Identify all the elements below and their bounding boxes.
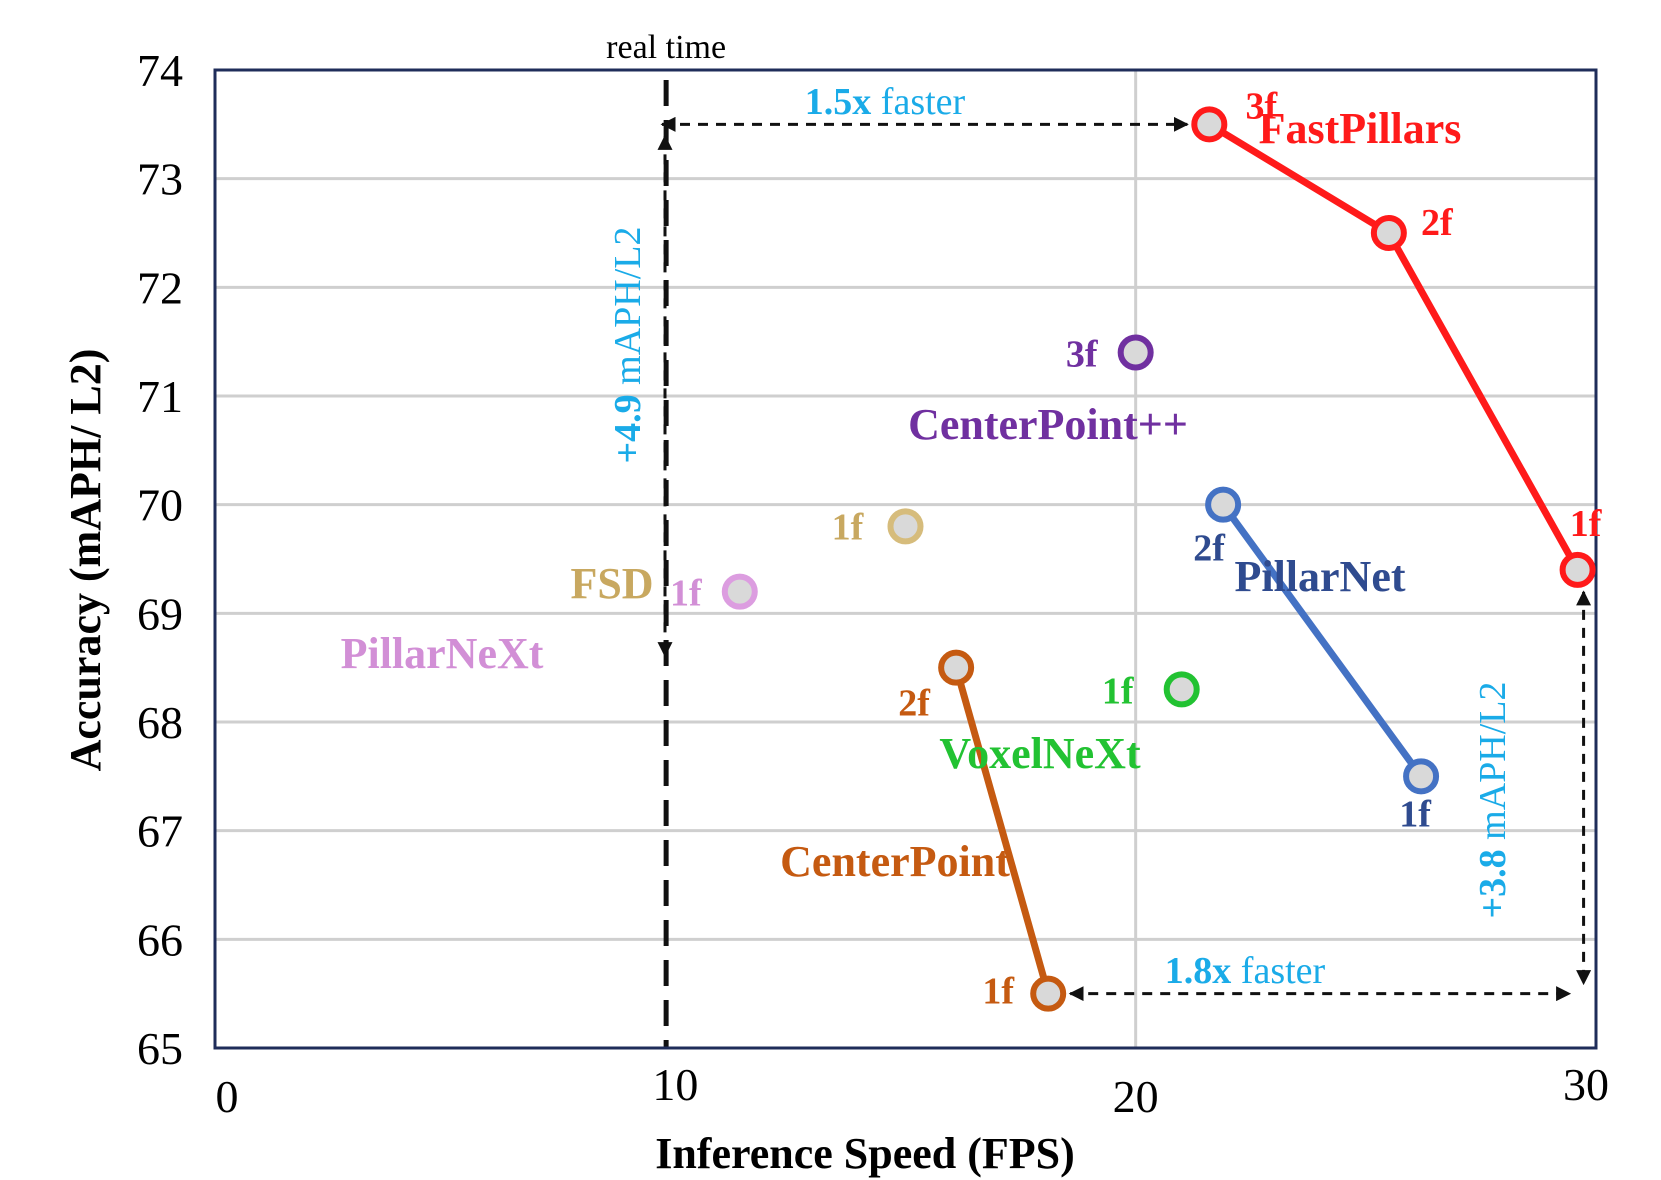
annotation-bottom-speed: 1.8x faster <box>1165 950 1326 992</box>
fastpillars-name-label: FastPillars <box>1259 104 1462 153</box>
y-tick-72: 72 <box>137 262 183 313</box>
centerpoint-name-label: CenterPoint <box>780 837 1010 886</box>
grid-layer <box>215 177 1596 941</box>
y-tick-74: 74 <box>137 45 183 96</box>
label-layer: 3f2f1fFastPillars2f1fPillarNet2f1fCenter… <box>341 81 1603 1013</box>
annotation-left-accuracy-rest: mAPH/L2 <box>607 226 649 394</box>
fastpillars-label-2f: 2f <box>1421 202 1454 244</box>
y-tick-66: 66 <box>137 914 183 965</box>
y-tick-labels: 65 66 67 68 69 70 71 72 73 74 <box>137 45 183 1074</box>
y-tick-70: 70 <box>137 480 183 531</box>
fastpillars-point-3f <box>1191 106 1228 143</box>
y-axis-title: Accuracy (mAPH/ L2) <box>61 349 110 772</box>
annotation-right-accuracy-bold: +3.8 <box>1472 849 1514 918</box>
fsd-point-1f <box>887 508 924 545</box>
annotation-bottom-speed-rest: faster <box>1231 950 1325 992</box>
series-layer <box>721 106 1596 1012</box>
pillarnet-label-1f: 1f <box>1399 793 1432 835</box>
pillarnext-label-1f: 1f <box>670 573 703 615</box>
x-tick-20: 20 <box>1113 1071 1159 1122</box>
centerpoint-label-1f: 1f <box>982 971 1015 1013</box>
fastpillars-point-1f <box>1559 551 1596 588</box>
annotation-right-accuracy: +3.8 mAPH/L2 <box>1472 681 1514 918</box>
annotation-left-accuracy: +4.9 mAPH/L2 <box>607 226 649 463</box>
annotation-left-accuracy-bold: +4.9 <box>607 394 649 463</box>
centerpoint-label-2f: 2f <box>898 683 931 725</box>
pillarnet-label-2f: 2f <box>1193 528 1226 570</box>
pillarnet-point-2f <box>1205 486 1242 523</box>
pillarnext-point-1f <box>721 573 758 610</box>
centerpointplusplus-point-3f <box>1117 334 1154 371</box>
voxelnext-label-1f: 1f <box>1102 670 1135 712</box>
fsd-label-1f: 1f <box>832 506 865 548</box>
fastpillars-point-2f <box>1370 215 1407 251</box>
annotation-bottom-speed-bold: 1.8x <box>1165 950 1232 992</box>
annotation-top-speed-rest: faster <box>871 81 965 123</box>
centerpoint-line <box>952 666 1052 995</box>
y-tick-67: 67 <box>137 806 183 857</box>
pillarnext-name-label: PillarNeXt <box>341 629 544 678</box>
x-tick-10: 10 <box>652 1059 698 1110</box>
fsd-name-label: FSD <box>570 559 653 608</box>
y-tick-65: 65 <box>137 1023 183 1074</box>
fastpillars-label-3f: 3f <box>1245 85 1278 127</box>
pillarnet-line <box>1220 502 1424 779</box>
annotation-right-accuracy-rest: mAPH/L2 <box>1472 681 1514 849</box>
annotation-top-speed: 1.5x faster <box>805 81 966 123</box>
centerpoint-point-2f <box>938 649 975 686</box>
fastpillars-label-1f: 1f <box>1570 503 1603 545</box>
pillarnet-name-label: PillarNet <box>1234 552 1405 601</box>
centerpointplusplus-name-label: CenterPoint++ <box>908 400 1188 449</box>
realtime-label: real time <box>606 29 726 66</box>
annotation-top-speed-bold: 1.5x <box>805 81 872 123</box>
plot-frame <box>213 68 1598 1050</box>
x-tick-0: 0 <box>216 1071 239 1122</box>
voxelnext-name-label: VoxelNeXt <box>939 729 1141 778</box>
y-tick-73: 73 <box>137 154 183 205</box>
x-tick-labels: 0 10 20 30 <box>216 1059 1610 1122</box>
annotation-arrows <box>657 116 1592 1002</box>
x-tick-30: 30 <box>1563 1059 1609 1110</box>
y-tick-69: 69 <box>137 588 183 639</box>
x-axis-title: Inference Speed (FPS) <box>655 1129 1075 1178</box>
pillarnet-point-1f <box>1403 758 1440 795</box>
centerpoint-point-1f <box>1030 975 1067 1012</box>
y-tick-71: 71 <box>137 371 183 422</box>
y-tick-68: 68 <box>137 697 183 748</box>
voxelnext-point-1f <box>1163 671 1200 708</box>
centerpointplusplus-label-3f: 3f <box>1066 334 1099 376</box>
fastpillars-line <box>1207 121 1581 572</box>
